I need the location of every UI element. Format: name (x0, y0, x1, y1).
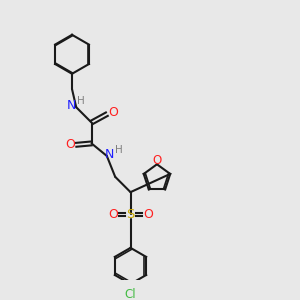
Text: O: O (108, 208, 118, 221)
Text: N: N (67, 99, 76, 112)
Text: O: O (143, 208, 153, 221)
Text: H: H (115, 145, 122, 155)
Text: N: N (104, 148, 114, 161)
Text: O: O (152, 154, 162, 167)
Text: S: S (126, 208, 135, 221)
Text: Cl: Cl (125, 288, 136, 300)
Text: H: H (76, 96, 84, 106)
Text: O: O (65, 138, 75, 151)
Text: O: O (108, 106, 118, 119)
